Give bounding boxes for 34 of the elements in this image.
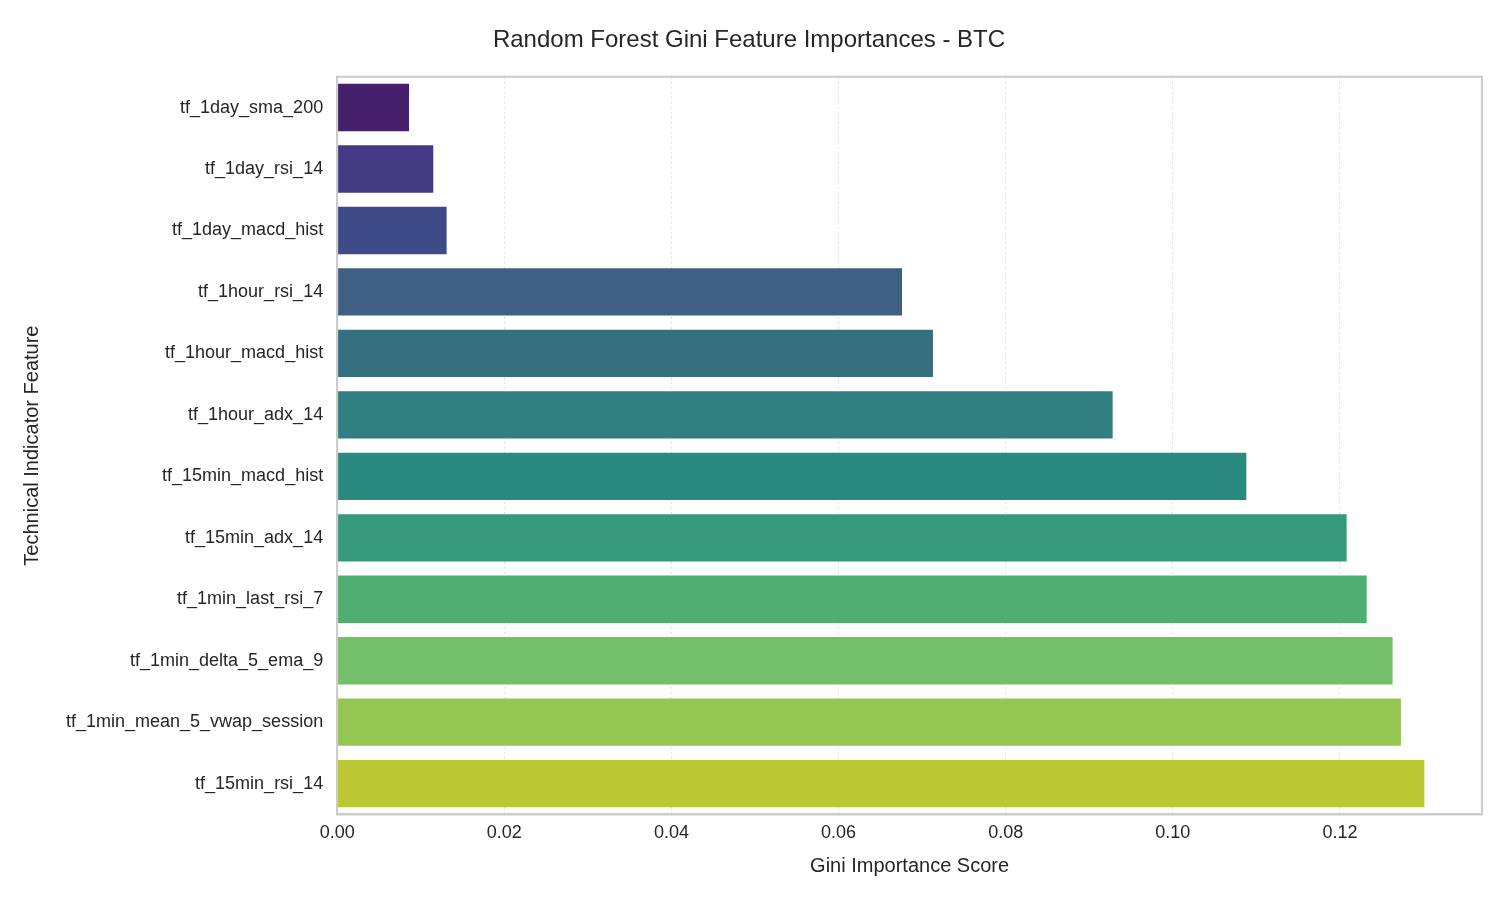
x-tick-label: 0.04 bbox=[653, 822, 689, 843]
y-tick-label: tf_1hour_rsi_14 bbox=[198, 280, 324, 302]
y-tick-label: tf_1min_delta_5_ema_9 bbox=[130, 649, 324, 671]
x-tick-label: 0.12 bbox=[1322, 822, 1358, 843]
bar bbox=[337, 760, 1425, 808]
x-tick-label: 0.06 bbox=[821, 822, 857, 843]
y-tick-label: tf_15min_adx_14 bbox=[185, 526, 324, 548]
bar bbox=[337, 268, 903, 316]
y-tick-label: tf_15min_rsi_14 bbox=[195, 772, 324, 794]
y-tick-label: tf_1day_sma_200 bbox=[180, 96, 324, 118]
bar bbox=[337, 391, 1113, 439]
y-tick-label: tf_1min_mean_5_vwap_session bbox=[65, 711, 324, 733]
chart-title: Random Forest Gini Feature Importances - BTC bbox=[492, 25, 1006, 53]
y-axis-title: Technical Indicator Feature bbox=[19, 325, 42, 566]
bar bbox=[337, 83, 410, 132]
bar bbox=[337, 637, 1393, 685]
bar bbox=[337, 329, 933, 378]
bar bbox=[337, 452, 1247, 500]
y-tick-label: tf_1hour_macd_hist bbox=[165, 342, 324, 364]
x-tick-label: 0.00 bbox=[319, 822, 355, 843]
y-tick-label: tf_1day_macd_hist bbox=[172, 219, 324, 241]
bar bbox=[337, 575, 1367, 623]
bar bbox=[337, 145, 434, 193]
y-tick-label: tf_1hour_adx_14 bbox=[188, 403, 324, 425]
bar bbox=[337, 206, 447, 255]
x-tick-label: 0.02 bbox=[486, 822, 522, 843]
x-tick-label: 0.10 bbox=[1155, 822, 1191, 843]
x-tick-label: 0.08 bbox=[988, 822, 1024, 843]
y-tick-label: tf_15min_macd_hist bbox=[162, 465, 324, 487]
x-axis-title: Gini Importance Score bbox=[810, 853, 1010, 876]
bar bbox=[337, 698, 1401, 746]
y-tick-label: tf_1min_last_rsi_7 bbox=[177, 588, 324, 610]
bar bbox=[337, 514, 1347, 562]
y-tick-label: tf_1day_rsi_14 bbox=[205, 157, 324, 179]
